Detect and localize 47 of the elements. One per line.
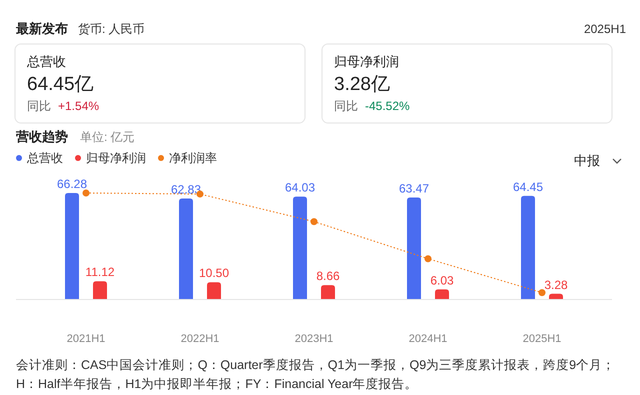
point [310,218,318,226]
bar [435,289,449,299]
text: 最新发布 [15,21,68,36]
data-label: 10.50 [198,266,230,280]
x-tick-label: 2023H1 [294,333,334,345]
data-label: 66.28 [56,177,88,191]
text: H：Half半年报告，H1为中报即半年报；FY：Financial Year年度报告。 [16,376,418,391]
bar [179,198,193,299]
text: 64.45亿 [27,74,94,95]
x-tick-label: 2025H1 [522,333,562,345]
chart-title: 营收趋势 [15,129,68,144]
x-tick-label: 2022H1 [180,333,220,345]
text: 同比 [334,99,358,113]
legend-label: 净利润率 [169,151,217,165]
bar [93,281,107,299]
bar [207,282,221,299]
text: 总营收 [26,54,66,69]
data-label: 64.03 [284,180,316,195]
bar [407,197,421,299]
data-label: 8.66 [316,269,340,284]
data-label: 64.45 [512,180,544,194]
bar [521,196,535,299]
bar [65,193,79,299]
point [538,289,546,296]
text: 同比 [27,99,51,113]
text: 货币: 人民币 [78,22,145,36]
bar [293,196,307,299]
text: 归母净利润 [334,54,399,69]
bar [321,285,335,299]
legend-label: 总营收 [26,151,63,165]
data-label: 11.12 [85,265,115,280]
text: 2025H1 [584,22,626,36]
text: 会计准则：CAS中国会计准则；Q：Quarter季度报告，Q1为一季报，Q9为三季度累计报表，跨度9个月； [16,357,616,372]
legend-label: 归母净利润 [86,151,146,165]
data-label: 6.03 [430,273,454,288]
x-tick-label: 2024H1 [408,333,448,345]
chart-subtitle: 单位: 亿元 [80,130,135,144]
text: +1.54% [58,99,100,113]
data-label: 3.28 [544,278,568,292]
point [424,255,432,262]
data-label: 63.47 [398,181,430,196]
bar [549,294,563,299]
text: 3.28亿 [334,74,390,95]
text: -45.52% [365,99,410,113]
text: 中报 [574,153,600,168]
x-tick-label: 2021H1 [66,333,106,345]
point [82,190,90,196]
